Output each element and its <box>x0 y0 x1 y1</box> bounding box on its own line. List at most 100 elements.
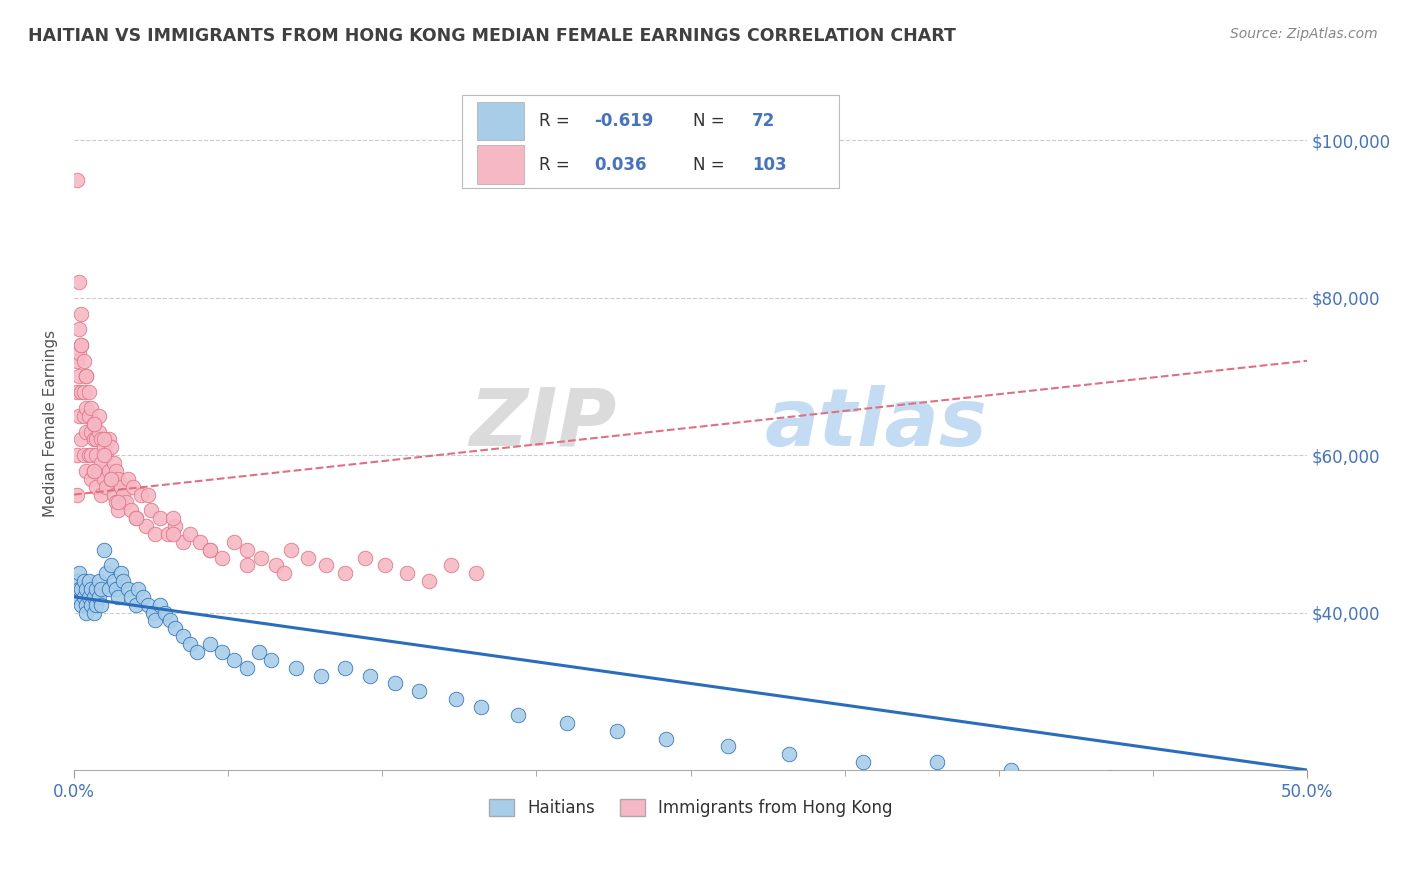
Point <box>235 661 257 675</box>
Point <box>90 598 112 612</box>
Point <box>115 495 138 509</box>
Point <box>179 527 201 541</box>
Point <box>135 519 157 533</box>
Point <box>374 558 396 573</box>
Point <box>235 558 257 573</box>
Point <box>172 629 194 643</box>
Point <box>77 574 100 588</box>
Point <box>172 534 194 549</box>
Point <box>395 566 418 581</box>
Point <box>65 590 87 604</box>
Point <box>67 582 90 596</box>
Point <box>716 739 738 754</box>
Point <box>315 558 337 573</box>
Point <box>70 433 93 447</box>
Point <box>90 456 112 470</box>
Point <box>97 464 120 478</box>
Point <box>87 574 110 588</box>
Point <box>555 715 578 730</box>
Point <box>132 590 155 604</box>
Point <box>280 542 302 557</box>
Point <box>67 409 90 423</box>
Point <box>83 590 105 604</box>
Point <box>107 590 129 604</box>
Point <box>107 472 129 486</box>
Point <box>139 503 162 517</box>
Point <box>145 614 167 628</box>
Point <box>103 487 125 501</box>
Point <box>87 425 110 439</box>
Point <box>162 527 184 541</box>
Point <box>129 487 152 501</box>
Point <box>260 653 283 667</box>
Point <box>100 472 122 486</box>
Point <box>67 566 90 581</box>
Point <box>75 401 97 415</box>
Point <box>125 598 148 612</box>
Point <box>93 472 115 486</box>
Point <box>112 487 135 501</box>
Text: ZIP: ZIP <box>470 384 617 463</box>
Point <box>852 755 875 769</box>
Point <box>93 440 115 454</box>
Point <box>75 369 97 384</box>
Point <box>418 574 440 588</box>
Point <box>927 755 949 769</box>
Point <box>149 511 172 525</box>
Point <box>70 582 93 596</box>
Legend: Haitians, Immigrants from Hong Kong: Haitians, Immigrants from Hong Kong <box>482 792 900 824</box>
Point <box>186 645 208 659</box>
Point <box>359 668 381 682</box>
Text: R =: R = <box>538 156 575 174</box>
Point <box>446 692 468 706</box>
Point <box>309 668 332 682</box>
Point <box>145 527 167 541</box>
Point <box>100 558 122 573</box>
Point <box>83 606 105 620</box>
Point <box>335 566 357 581</box>
Point <box>75 598 97 612</box>
Point <box>97 433 120 447</box>
Point <box>122 480 145 494</box>
Point <box>606 723 628 738</box>
Point <box>107 495 129 509</box>
Point <box>87 409 110 423</box>
Point <box>80 598 103 612</box>
Point <box>105 495 128 509</box>
Point <box>211 550 233 565</box>
Point <box>155 606 177 620</box>
Point <box>67 346 90 360</box>
Point <box>1098 771 1121 785</box>
Point <box>149 598 172 612</box>
Point <box>198 542 221 557</box>
Point <box>136 598 159 612</box>
Point <box>80 448 103 462</box>
Point <box>77 385 100 400</box>
FancyBboxPatch shape <box>477 145 524 185</box>
Point <box>84 598 107 612</box>
Point <box>778 747 800 762</box>
Text: R =: R = <box>538 112 575 130</box>
Point <box>142 606 165 620</box>
Text: 103: 103 <box>752 156 787 174</box>
Point <box>105 582 128 596</box>
Point <box>384 676 406 690</box>
Point <box>162 511 184 525</box>
Text: N =: N = <box>693 112 730 130</box>
Point <box>93 448 115 462</box>
Point <box>235 542 257 557</box>
Point <box>297 550 319 565</box>
Point <box>73 353 96 368</box>
Point <box>65 173 87 187</box>
Point <box>75 464 97 478</box>
Point <box>165 519 187 533</box>
Point <box>65 448 87 462</box>
Point <box>70 307 93 321</box>
Point <box>67 369 90 384</box>
Text: N =: N = <box>693 156 730 174</box>
Point <box>84 582 107 596</box>
Point <box>211 645 233 659</box>
Point <box>80 425 103 439</box>
Point <box>87 464 110 478</box>
Point <box>354 550 377 565</box>
